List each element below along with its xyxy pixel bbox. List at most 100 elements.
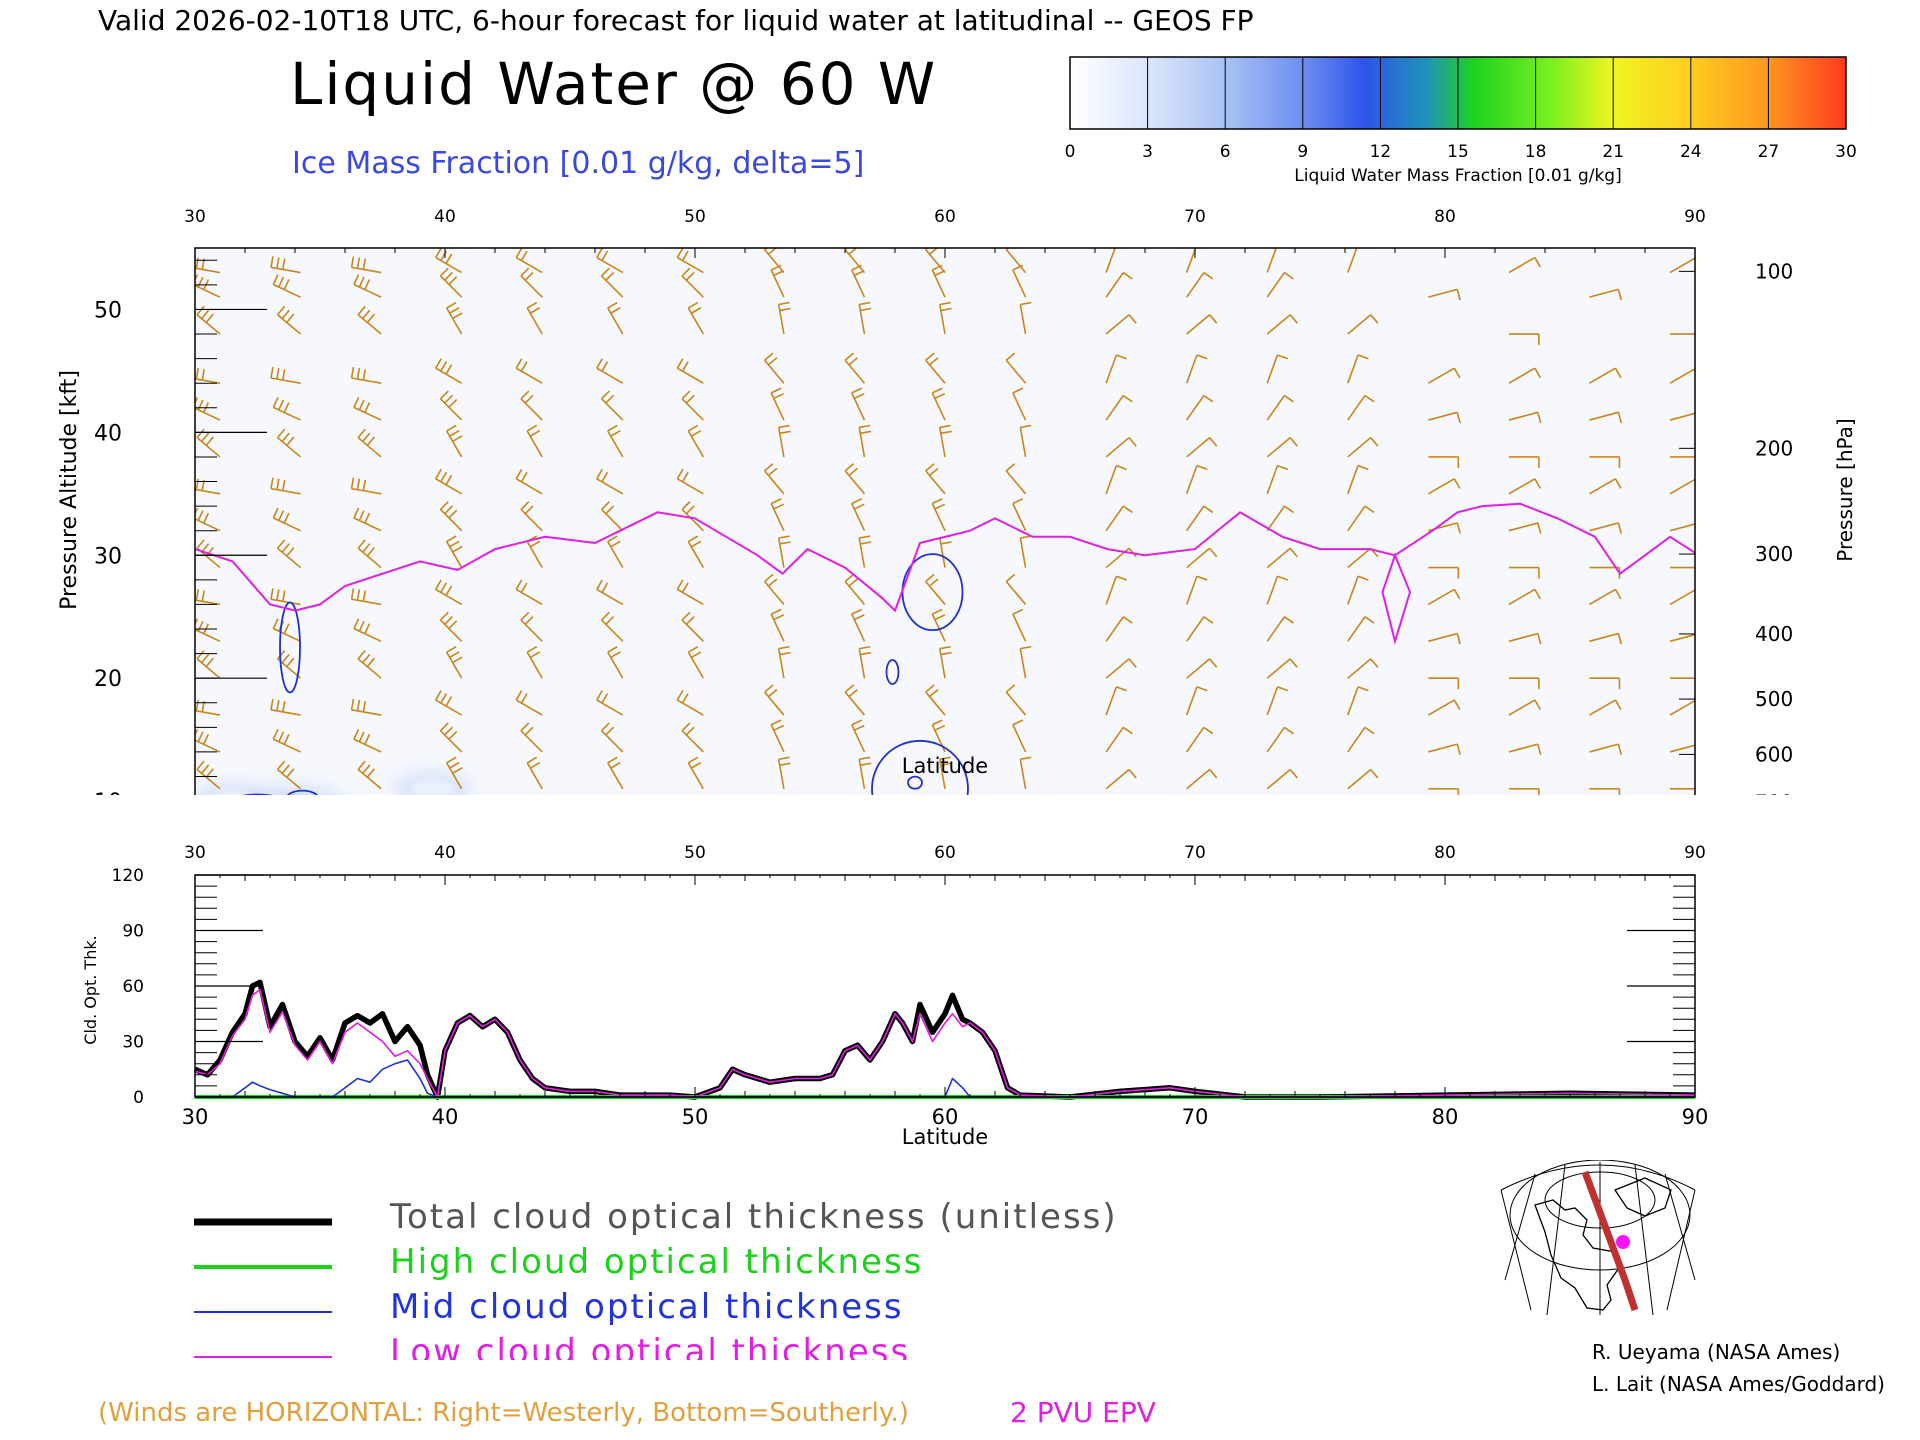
colorbar-tick: 12 xyxy=(1370,142,1392,162)
wind-barb-flag xyxy=(520,722,530,732)
colorbar: 0 3 6 9 12 15 18 21 24 27 30 Liquid Water Mass Fra… xyxy=(1065,56,1857,186)
wind-barb-flag xyxy=(1283,271,1294,280)
wind-barb-flag xyxy=(1453,699,1461,710)
wind-barb-flag xyxy=(515,468,523,480)
wind-barb xyxy=(1347,726,1366,753)
wind-barb-flag xyxy=(1357,464,1369,471)
wind-barb-flag xyxy=(366,768,376,778)
wind-barb xyxy=(851,613,866,642)
wind-barb xyxy=(931,613,946,642)
wind-barb xyxy=(351,377,382,384)
wind-barb-flag xyxy=(448,620,458,630)
ice-mass-contour xyxy=(885,659,900,685)
wind-barb-flag xyxy=(362,700,367,713)
wind-barb-flag xyxy=(449,307,460,314)
wind-barb-flag xyxy=(1012,264,1024,271)
wind-barb xyxy=(1105,686,1118,716)
wind-barb-flag xyxy=(362,543,371,553)
wind-barb xyxy=(1669,744,1695,753)
upper-y-tick: 20 xyxy=(94,667,122,692)
wind-barb xyxy=(600,619,624,642)
wind-barb-flag xyxy=(596,690,603,701)
wind-barb xyxy=(1186,505,1205,532)
wind-barb-flag xyxy=(286,313,295,323)
wind-barb-flag xyxy=(276,478,280,490)
wind-barb xyxy=(607,762,624,790)
wind-barb-flag xyxy=(685,271,695,281)
wind-barb-flag xyxy=(1699,744,1702,755)
wind-barb-flag xyxy=(350,698,355,710)
wind-barb-flag xyxy=(448,399,458,408)
wind-barb xyxy=(770,724,785,753)
wind-barb xyxy=(445,651,463,679)
wind-barb xyxy=(1186,768,1211,790)
wind-barb-flag xyxy=(1209,437,1218,447)
wind-barb-flag xyxy=(272,397,279,408)
wind-barb-flag xyxy=(860,651,872,656)
wind-barb-flag xyxy=(520,390,530,400)
wind-barb-flag xyxy=(610,540,621,548)
wind-barb-flag xyxy=(286,768,295,778)
wind-barb-flag xyxy=(350,477,355,489)
ice-mass-contour xyxy=(279,601,301,694)
wind-barb-flag xyxy=(596,248,603,258)
wind-barb xyxy=(439,398,463,421)
wind-barb-flag xyxy=(929,578,939,587)
lower-x-tick-bottom: 90 xyxy=(1682,1105,1709,1129)
ice-mass-contour xyxy=(287,789,318,795)
wind-barb-flag xyxy=(770,608,782,615)
wind-barb xyxy=(196,437,221,458)
wind-barb-flag xyxy=(353,618,360,629)
wind-barb xyxy=(931,503,946,532)
wind-barb-flag xyxy=(195,478,200,490)
wind-barb-flag xyxy=(520,471,528,483)
wind-barb xyxy=(439,508,463,532)
wind-barb-flag xyxy=(282,700,286,713)
wind-barb xyxy=(353,517,382,532)
wind-barb xyxy=(351,487,382,495)
wind-barb-flag xyxy=(1128,769,1137,779)
wind-barb-flag xyxy=(364,623,371,635)
wind-barb-flag xyxy=(844,463,855,472)
wind-barb-flag xyxy=(925,684,935,693)
wind-barb xyxy=(1428,632,1458,643)
wind-barb-flag xyxy=(1020,645,1032,650)
upper-y-tick: 40 xyxy=(94,421,122,446)
wind-barb-flag xyxy=(364,734,371,745)
wind-barb-flag xyxy=(281,543,290,553)
wind-barb xyxy=(596,588,624,606)
wind-barb xyxy=(1266,272,1286,298)
wind-barb-flag xyxy=(940,762,952,766)
wind-barb xyxy=(1347,465,1359,495)
wind-barb xyxy=(357,437,382,458)
wind-barb-flag xyxy=(276,305,286,316)
wind-barb-flag xyxy=(515,248,523,258)
wind-barb-flag xyxy=(848,578,858,587)
upper-x-tick-top: 50 xyxy=(684,207,706,227)
wind-barb-flag xyxy=(939,301,951,306)
wind-barb-flag xyxy=(779,430,791,435)
wind-barb-flag xyxy=(779,307,791,312)
wind-barb-flag xyxy=(600,611,610,621)
wind-barb xyxy=(1105,314,1130,335)
wind-barb-flag xyxy=(1456,743,1461,755)
wind-barb xyxy=(526,762,543,790)
wind-barb-flag xyxy=(929,357,939,366)
wind-barb-flag xyxy=(778,301,790,306)
wind-barb-flag xyxy=(859,535,871,539)
wind-barb-flag xyxy=(434,248,442,258)
wind-barb xyxy=(1105,616,1124,642)
wind-barb-flag xyxy=(529,761,541,769)
wind-barb-flag xyxy=(939,756,951,761)
wind-barb xyxy=(600,398,624,421)
wind-barb-flag xyxy=(605,394,615,404)
wind-barb-flag xyxy=(605,505,615,515)
wind-barb xyxy=(1428,743,1458,753)
optical-thickness-chart: 30 30 40 40 50 50 60 60 70 70 80 80 90 90 0 30 60 90 120 L… xyxy=(81,843,1709,1149)
wind-barb-flag xyxy=(931,608,943,615)
wind-barb-flag xyxy=(607,424,618,432)
wind-barb-flag xyxy=(687,424,699,432)
wind-barb-flag xyxy=(353,397,360,408)
wind-barb xyxy=(1428,411,1458,421)
wind-barb-flag xyxy=(773,724,785,731)
